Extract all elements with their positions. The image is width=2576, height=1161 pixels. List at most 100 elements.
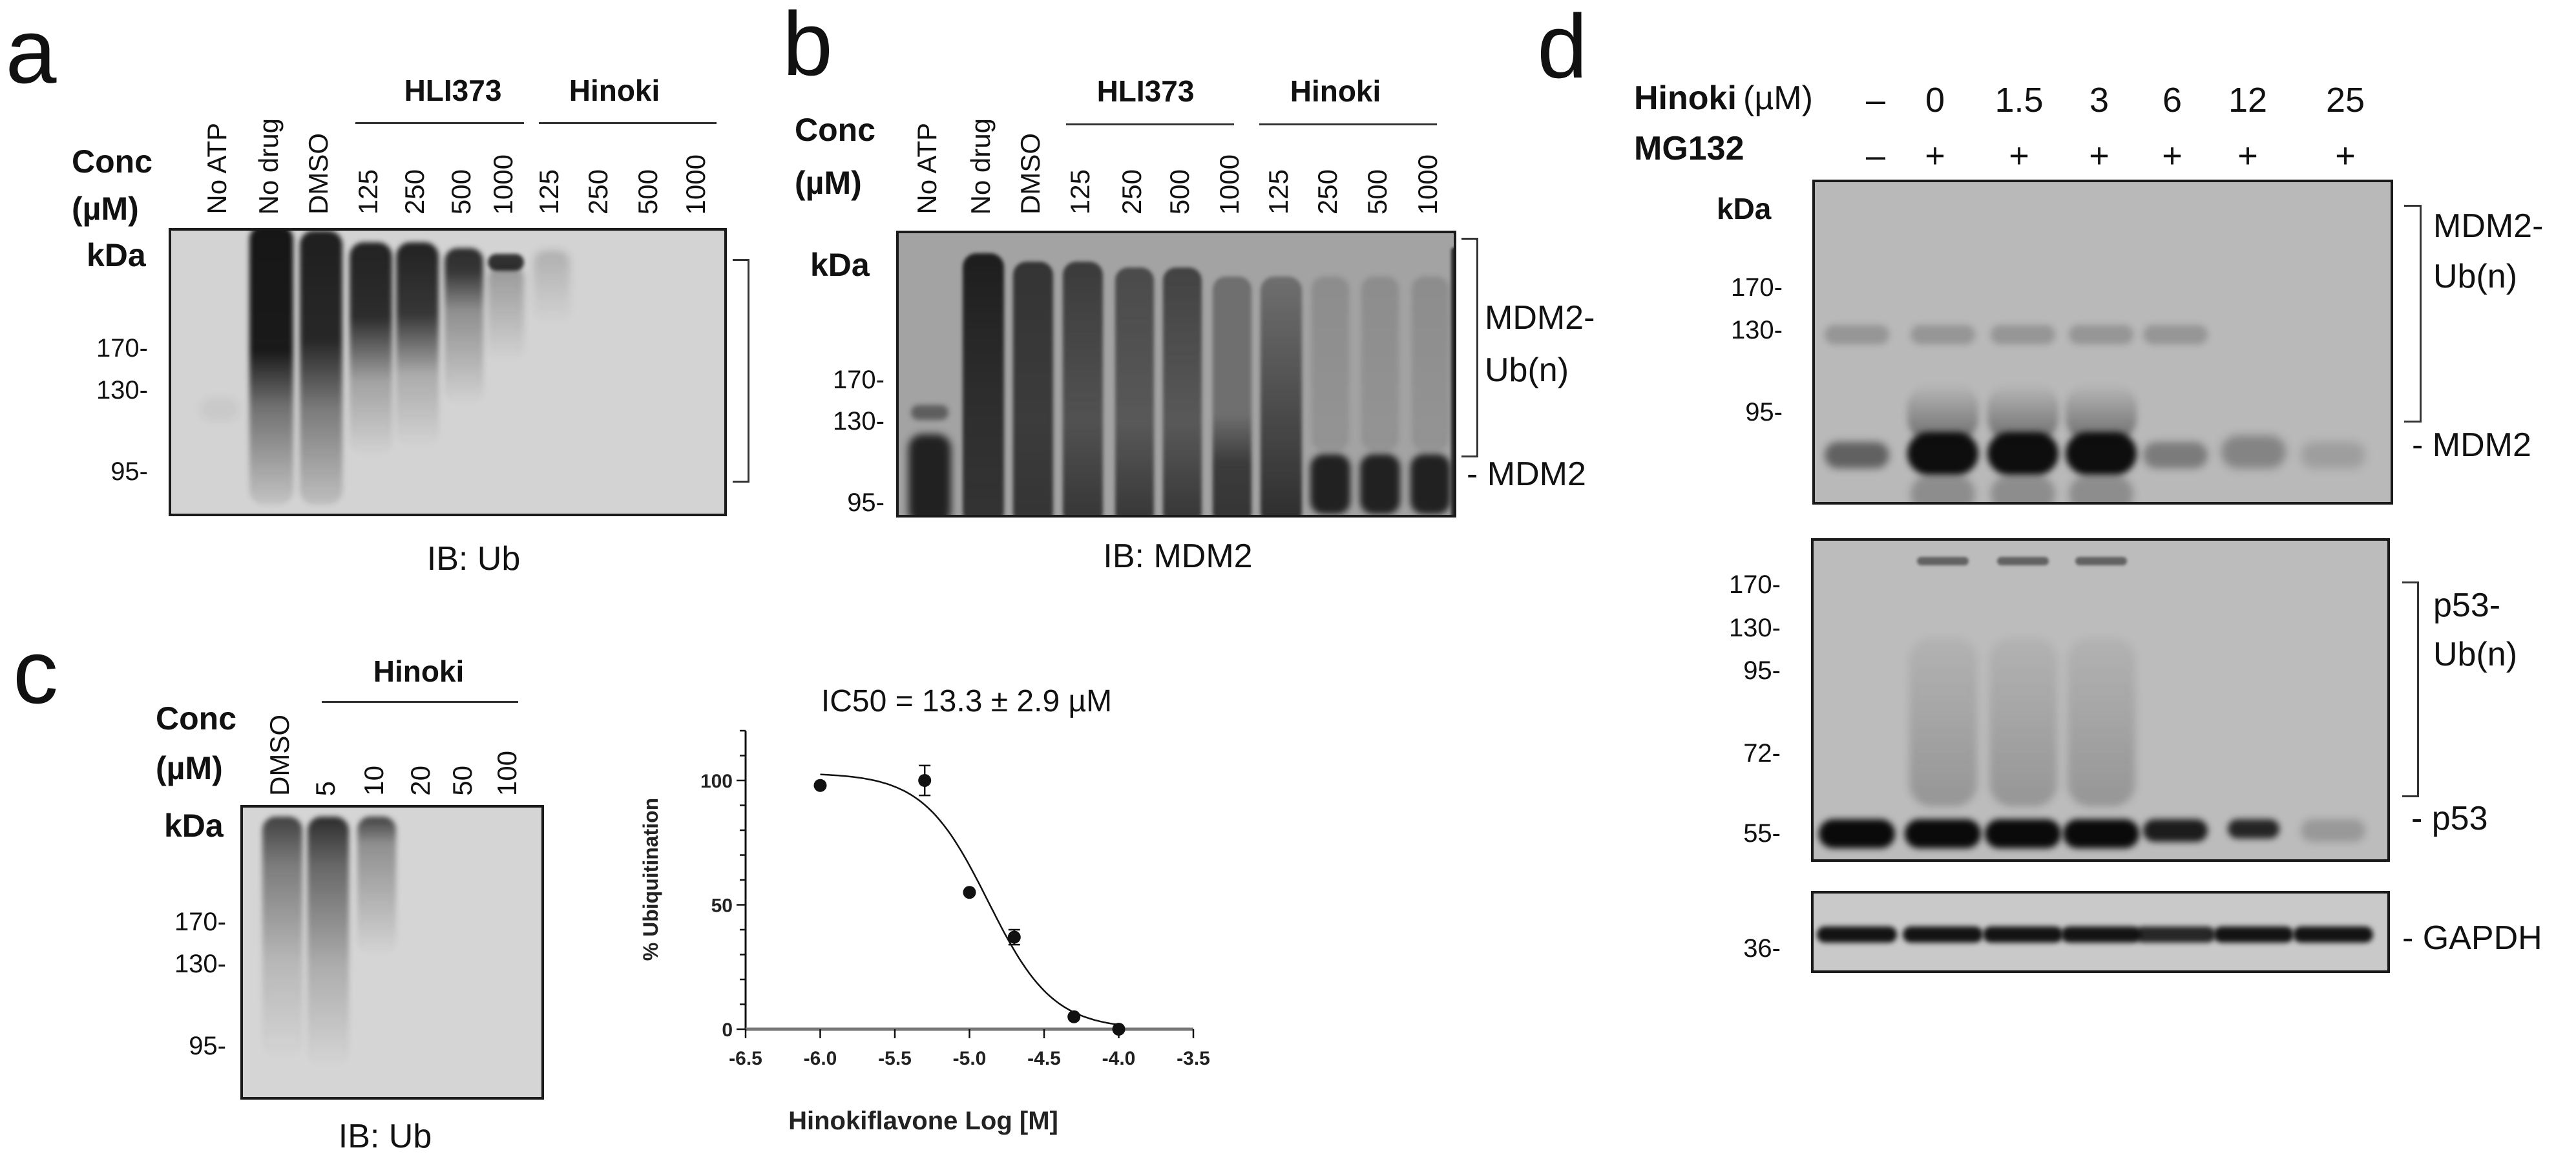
band [1989, 638, 2057, 806]
band [1817, 926, 1897, 943]
mg132-label: MG132 [1634, 130, 1744, 167]
band [908, 434, 951, 515]
bracket-p53-ub [2402, 581, 2419, 797]
marker-130: 130- [832, 407, 885, 435]
hinoki-concentration: – [1865, 81, 1886, 120]
blot-b-mdm2 [896, 231, 1456, 518]
kda-label: kDa [87, 237, 146, 273]
marker: 95- [1743, 656, 1781, 685]
marker-130: 130- [1730, 316, 1783, 344]
immunoblot-label: IB: MDM2 [1103, 538, 1253, 575]
bracket-label: MDM2- [1485, 299, 1595, 337]
data-point [813, 779, 827, 792]
group-label-hli373: HLI373 [404, 74, 502, 107]
marker-130: 130- [174, 950, 226, 978]
panel-label-c: c [13, 621, 58, 722]
marker-170: 170- [832, 366, 885, 394]
band [1983, 926, 2063, 943]
group-label-hinoki: Hinoki [373, 654, 465, 688]
kda-label: kDa [810, 247, 870, 283]
hinoki-label: Hinoki [1634, 79, 1737, 117]
conc-label: Conc [156, 700, 236, 737]
band [300, 231, 342, 505]
band [2214, 926, 2294, 943]
band [1991, 474, 2055, 502]
band [1911, 474, 1975, 502]
band [1907, 432, 1978, 475]
blot-d-mdm2 [1812, 180, 2393, 505]
band [488, 253, 524, 271]
band [1213, 276, 1251, 515]
mg132-sign: + [2162, 136, 2183, 175]
immunoblot-label: IB: Ub [338, 1118, 432, 1155]
unit-label: (µM) [1743, 79, 1813, 117]
x-tick-label: -6.0 [804, 1048, 837, 1069]
band [1360, 454, 1400, 515]
band [357, 816, 396, 955]
band-label-mdm2: - MDM2 [1467, 455, 1586, 493]
band [2143, 819, 2208, 842]
x-tick-label: -3.5 [1177, 1048, 1210, 1069]
hinoki-concentration: 0 [1925, 81, 1945, 120]
bracket-label: Ub(n) [2433, 258, 2518, 295]
band [308, 816, 349, 1067]
conc-label: Conc [72, 143, 152, 180]
band [2069, 474, 2133, 502]
bracket-label: p53- [2433, 587, 2501, 624]
group-line-hinoki [539, 122, 717, 124]
mg132-sign: + [2237, 136, 2258, 175]
band [1361, 276, 1399, 452]
bracket-label: Ub(n) [2433, 636, 2518, 673]
marker-95: 95- [189, 1032, 226, 1060]
marker: 55- [1743, 819, 1781, 848]
hinoki-concentration: 25 [2325, 81, 2365, 120]
band [2075, 557, 2127, 565]
x-tick-label: -6.5 [729, 1048, 762, 1069]
band [2067, 638, 2135, 806]
marker-170: 170- [1730, 273, 1783, 302]
hinoki-concentration: 6 [2162, 81, 2183, 120]
band [1917, 557, 1969, 565]
band [2228, 819, 2279, 839]
blot-d-gapdh [1811, 891, 2390, 973]
mg132-sign: + [2009, 136, 2029, 175]
hinoki-concentration: 3 [2089, 81, 2110, 120]
data-point [1112, 1023, 1126, 1036]
band [445, 247, 483, 404]
group-line-hli373 [1066, 123, 1234, 125]
band [2135, 926, 2215, 943]
bracket-label: MDM2- [2433, 207, 2544, 245]
band-label-p53: - p53 [2411, 800, 2488, 837]
band [2066, 432, 2137, 475]
band [396, 242, 439, 447]
band [1412, 276, 1449, 452]
mg132-sign: + [2089, 136, 2110, 175]
marker-170: 170- [96, 334, 148, 362]
band [1163, 267, 1202, 515]
data-point [1007, 930, 1021, 944]
y-tick-label: 100 [700, 771, 733, 792]
band [2069, 325, 2133, 345]
bracket-mdm2-ub [2404, 205, 2422, 423]
band [911, 405, 948, 420]
band [1909, 638, 1977, 806]
band [262, 816, 302, 1058]
data-point [918, 774, 932, 787]
marker: 170- [1728, 570, 1781, 599]
bracket-a [733, 259, 749, 483]
band [1013, 262, 1053, 515]
x-tick-label: -5.5 [878, 1048, 912, 1069]
x-tick-label: -4.5 [1027, 1048, 1061, 1069]
band [1063, 262, 1103, 515]
fit-curve [820, 773, 1119, 1026]
mg132-sign: – [1865, 136, 1886, 175]
kda-label: kDa [1717, 192, 1772, 225]
x-tick-label: -4.0 [1102, 1048, 1136, 1069]
x-tick-label: -5.0 [953, 1048, 987, 1069]
band [350, 242, 392, 455]
band [1905, 819, 1981, 848]
marker-95: 95- [110, 457, 148, 486]
panel-label-a: a [5, 0, 57, 103]
panel-label-d: d [1537, 0, 1587, 97]
